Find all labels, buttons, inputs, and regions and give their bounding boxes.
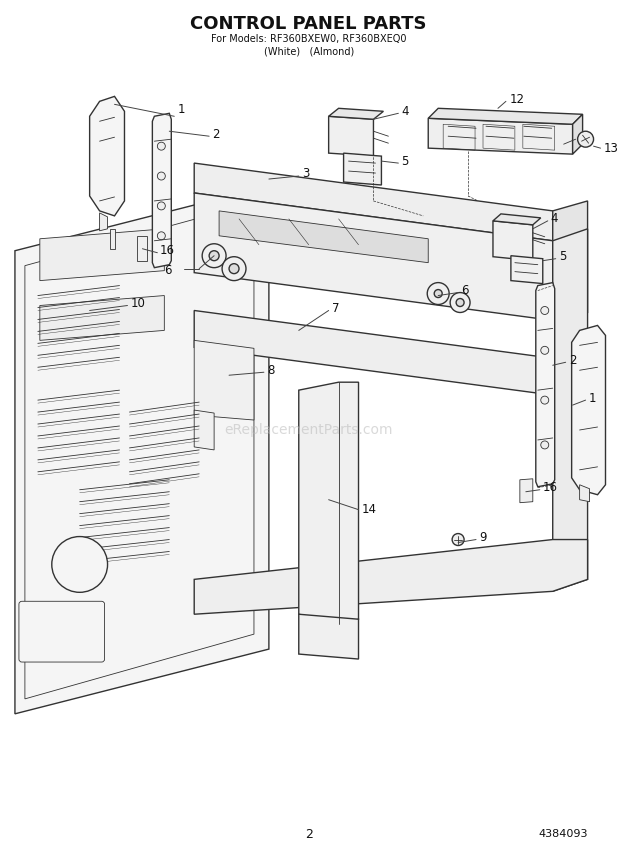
Text: 7: 7 xyxy=(332,302,339,315)
Polygon shape xyxy=(428,118,573,154)
Text: eReplacementParts.com: eReplacementParts.com xyxy=(224,423,393,437)
Circle shape xyxy=(157,232,166,240)
Circle shape xyxy=(541,347,549,354)
Text: 9: 9 xyxy=(479,531,487,544)
Text: 4: 4 xyxy=(551,212,558,225)
Polygon shape xyxy=(329,116,373,156)
Circle shape xyxy=(450,293,470,312)
Polygon shape xyxy=(493,221,533,261)
Circle shape xyxy=(541,396,549,404)
Polygon shape xyxy=(580,484,590,502)
Text: 4384093: 4384093 xyxy=(538,829,588,840)
Text: 16: 16 xyxy=(542,481,558,494)
Polygon shape xyxy=(194,539,588,615)
Polygon shape xyxy=(428,109,583,124)
Polygon shape xyxy=(573,115,583,154)
Text: 14: 14 xyxy=(361,503,376,516)
FancyBboxPatch shape xyxy=(19,601,105,662)
Polygon shape xyxy=(40,295,164,341)
Polygon shape xyxy=(15,186,269,714)
Polygon shape xyxy=(552,201,588,320)
Text: 1: 1 xyxy=(177,103,185,116)
Circle shape xyxy=(229,264,239,274)
Polygon shape xyxy=(299,382,358,624)
Circle shape xyxy=(209,251,219,261)
Text: (White)   (Almond): (White) (Almond) xyxy=(264,46,354,56)
Circle shape xyxy=(578,131,593,147)
Polygon shape xyxy=(536,282,555,487)
Text: 12: 12 xyxy=(510,92,525,106)
Polygon shape xyxy=(194,341,254,420)
Text: 16: 16 xyxy=(159,244,174,258)
Text: 2: 2 xyxy=(305,828,312,841)
Polygon shape xyxy=(329,109,383,119)
Polygon shape xyxy=(520,479,533,502)
Polygon shape xyxy=(572,325,606,495)
Polygon shape xyxy=(511,256,542,283)
Polygon shape xyxy=(90,97,125,216)
Polygon shape xyxy=(299,615,358,659)
Text: 10: 10 xyxy=(130,297,145,310)
Polygon shape xyxy=(40,229,164,281)
Text: 5: 5 xyxy=(559,250,566,263)
Text: 1: 1 xyxy=(588,392,596,405)
Polygon shape xyxy=(153,113,171,268)
Polygon shape xyxy=(138,235,148,261)
Circle shape xyxy=(222,257,246,281)
Circle shape xyxy=(427,282,449,305)
Text: 6: 6 xyxy=(164,265,172,277)
Text: 8: 8 xyxy=(267,364,274,377)
Text: 2: 2 xyxy=(569,354,576,366)
Text: 3: 3 xyxy=(302,167,309,180)
Text: 2: 2 xyxy=(212,128,219,140)
Circle shape xyxy=(202,244,226,268)
Circle shape xyxy=(452,533,464,545)
Circle shape xyxy=(434,289,442,298)
Polygon shape xyxy=(110,229,115,249)
Polygon shape xyxy=(194,163,552,241)
Polygon shape xyxy=(343,153,381,185)
Circle shape xyxy=(52,537,107,592)
Polygon shape xyxy=(219,211,428,263)
Polygon shape xyxy=(194,193,552,320)
Circle shape xyxy=(157,142,166,150)
Polygon shape xyxy=(493,214,541,225)
Polygon shape xyxy=(552,229,588,591)
Polygon shape xyxy=(100,213,107,231)
Text: 13: 13 xyxy=(603,141,618,155)
Circle shape xyxy=(157,172,166,180)
Circle shape xyxy=(456,299,464,306)
Circle shape xyxy=(541,441,549,449)
Polygon shape xyxy=(194,410,214,450)
Text: CONTROL PANEL PARTS: CONTROL PANEL PARTS xyxy=(190,15,427,33)
Text: 5: 5 xyxy=(401,155,409,168)
Polygon shape xyxy=(194,311,552,395)
Text: 6: 6 xyxy=(461,284,469,297)
Text: For Models: RF360BXEW0, RF360BXEQ0: For Models: RF360BXEW0, RF360BXEQ0 xyxy=(211,33,407,44)
Circle shape xyxy=(157,202,166,210)
Text: 4: 4 xyxy=(401,104,409,118)
Circle shape xyxy=(541,306,549,314)
